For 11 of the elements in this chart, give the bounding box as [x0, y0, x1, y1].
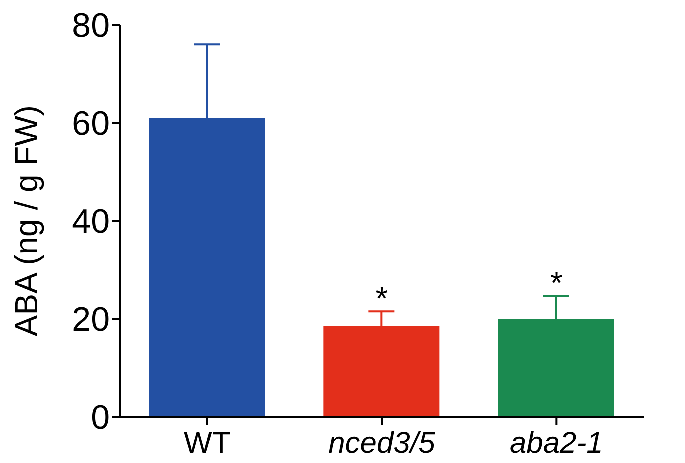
- y-tick-label: 20: [72, 301, 110, 340]
- annotation: *: [550, 264, 563, 301]
- x-tick-label: aba2-1: [510, 427, 604, 460]
- x-tick-label: nced3/5: [328, 427, 436, 460]
- x-tick-label: WT: [184, 427, 231, 460]
- y-axis-title: ABA (ng / g FW): [8, 105, 44, 337]
- y-tick-label: 0: [91, 399, 110, 438]
- y-tick-label: 60: [72, 105, 110, 144]
- y-tick-label: 40: [72, 203, 110, 242]
- y-tick-label: 80: [72, 7, 110, 46]
- annotation: *: [376, 280, 388, 317]
